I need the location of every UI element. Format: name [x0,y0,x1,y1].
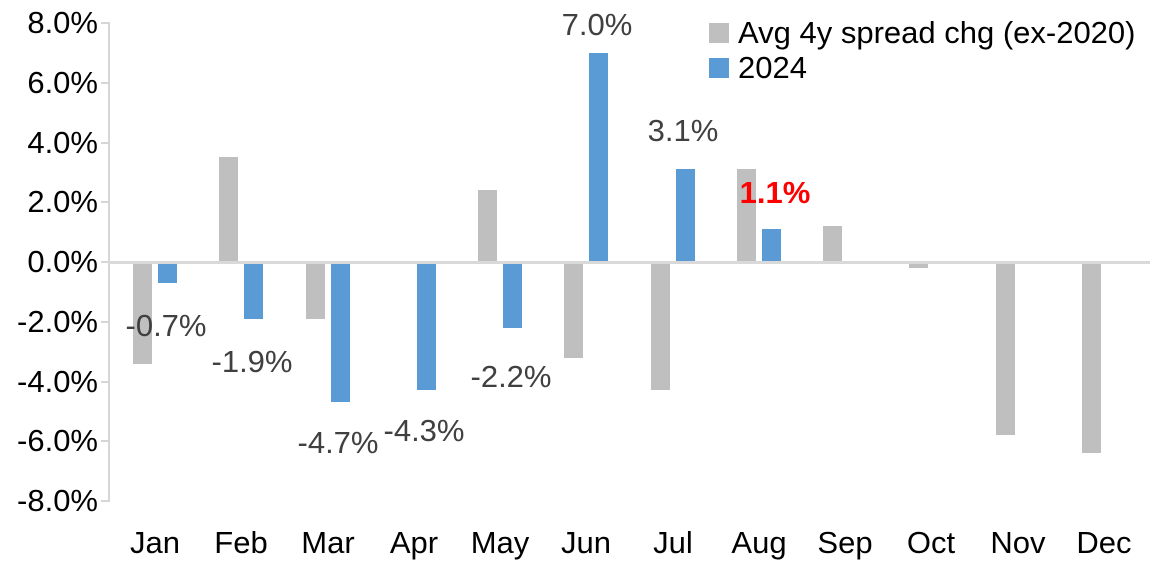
bar-avg-jun [564,262,583,358]
bar-avg-sep [823,226,842,262]
legend-label-2024: 2024 [738,49,807,85]
bar-avg-may [478,190,497,262]
data-label-jun: 7.0% [561,7,633,42]
bar-avg-feb [219,157,238,262]
y-axis-tick [101,201,108,204]
bar-avg-nov [996,262,1015,435]
bar-avg-oct [909,262,928,268]
legend-item-2024: 2024 [709,50,1136,85]
data-label-feb: -1.9% [211,344,293,379]
y-axis-tick [101,380,108,383]
bar-2024-feb [244,262,263,319]
y-axis-label: 8.0% [27,5,98,40]
y-axis-tick [101,500,108,502]
bar-2024-aug [762,229,781,262]
data-label-apr: -4.3% [383,413,465,448]
legend: Avg 4y spread chg (ex-2020) 2024 [709,15,1136,85]
y-axis-label: 2.0% [27,184,98,220]
x-axis-label-apr: Apr [389,525,439,560]
data-label-jul: 3.1% [647,113,719,148]
x-axis-label-feb: Feb [214,525,268,560]
y-axis-tick [101,440,108,443]
y-axis-tick [101,81,108,84]
y-axis-tick [101,22,108,24]
legend-label-avg-4y-spread: Avg 4y spread chg (ex-2020) [738,14,1136,50]
y-axis-tick [101,141,108,144]
y-axis-label: -8.0% [17,483,98,518]
x-axis-label-sep: Sep [817,525,873,560]
legend-swatch-gray [709,22,729,43]
bar-avg-dec [1082,262,1101,453]
x-axis-label-jul: Jul [653,525,693,560]
y-axis-label: 0.0% [27,244,98,279]
x-axis-label-jun: Jun [561,525,611,560]
legend-item-avg-4y-spread: Avg 4y spread chg (ex-2020) [709,15,1136,50]
y-axis-label: -4.0% [17,363,98,399]
bar-avg-mar [306,262,325,319]
x-axis-label-mar: Mar [301,525,355,560]
y-axis-label: 4.0% [27,124,98,160]
data-label-jan: -0.7% [125,308,207,343]
bar-2024-jul [676,169,695,262]
bar-avg-jul [651,262,670,390]
bar-2024-may [503,262,522,328]
data-label-mar: -4.7% [297,425,379,460]
bar-avg-jan [133,262,152,364]
x-axis-label-nov: Nov [990,525,1046,560]
y-axis-tick [101,320,108,323]
y-axis-label: -2.0% [17,303,98,339]
x-axis-label-dec: Dec [1076,525,1132,560]
data-label-may: -2.2% [470,359,552,394]
x-axis-label-aug: Aug [731,525,787,560]
bar-2024-jun [589,53,608,262]
bar-2024-apr [417,262,436,390]
bar-2024-mar [331,262,350,402]
data-label-aug: 1.1% [739,175,811,210]
x-axis-label-jan: Jan [130,525,180,560]
bar-2024-jan [158,262,177,283]
x-axis-label-oct: Oct [906,525,956,560]
zero-gridline [108,261,1150,264]
x-axis-label-may: May [470,525,530,560]
bar-avg-aug [737,169,756,262]
y-axis-label: 6.0% [27,64,98,100]
y-axis-tick [101,261,108,263]
y-axis-label: -6.0% [17,423,98,459]
legend-swatch-blue [709,57,729,78]
